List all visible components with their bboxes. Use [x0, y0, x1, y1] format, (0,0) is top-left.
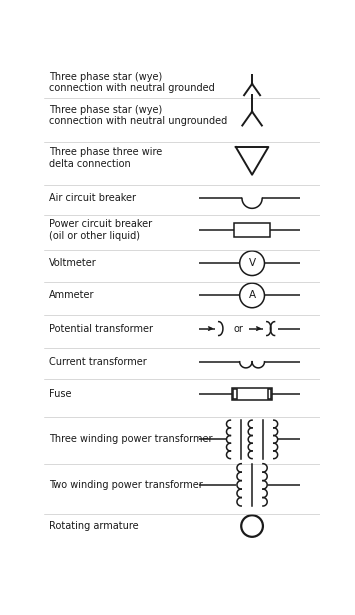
Text: Air circuit breaker: Air circuit breaker: [49, 193, 136, 204]
Text: A: A: [248, 290, 256, 300]
Text: Three winding power transformer: Three winding power transformer: [49, 434, 213, 445]
Text: Voltmeter: Voltmeter: [49, 258, 97, 268]
Text: Potential transformer: Potential transformer: [49, 323, 153, 333]
Text: or: or: [233, 323, 243, 333]
Bar: [268, 389, 272, 399]
Text: Ammeter: Ammeter: [49, 290, 94, 300]
Bar: [234, 223, 270, 237]
Text: Current transformer: Current transformer: [49, 357, 147, 367]
Text: Three phase three wire
delta connection: Three phase three wire delta connection: [49, 147, 162, 169]
Text: Three phase star (wye)
connection with neutral grounded: Three phase star (wye) connection with n…: [49, 71, 215, 93]
Text: Fuse: Fuse: [49, 389, 71, 399]
Text: Two winding power transformer: Two winding power transformer: [49, 480, 203, 490]
Text: Three phase star (wye)
connection with neutral ungrounded: Three phase star (wye) connection with n…: [49, 105, 227, 126]
Bar: [233, 389, 236, 399]
Text: V: V: [248, 258, 256, 268]
Text: Rotating armature: Rotating armature: [49, 521, 139, 531]
Bar: [232, 388, 272, 400]
Text: Power circuit breaker
(oil or other liquid): Power circuit breaker (oil or other liqu…: [49, 220, 152, 241]
